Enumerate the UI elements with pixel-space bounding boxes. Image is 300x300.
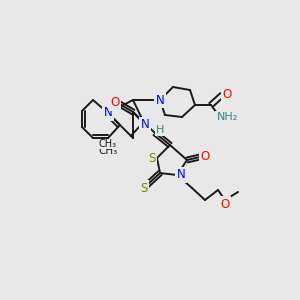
Text: CH₃: CH₃ [98,146,118,156]
Text: O: O [222,88,232,101]
Text: O: O [220,197,230,211]
Text: H: H [156,125,164,135]
Text: S: S [148,152,156,164]
Text: CH₃: CH₃ [99,139,117,149]
Text: N: N [141,118,149,131]
Text: O: O [200,151,210,164]
Text: N: N [177,169,185,182]
Text: S: S [140,182,148,194]
Text: NH₂: NH₂ [216,112,238,122]
Text: O: O [110,97,120,110]
Text: N: N [156,94,164,106]
Text: N: N [103,106,112,119]
